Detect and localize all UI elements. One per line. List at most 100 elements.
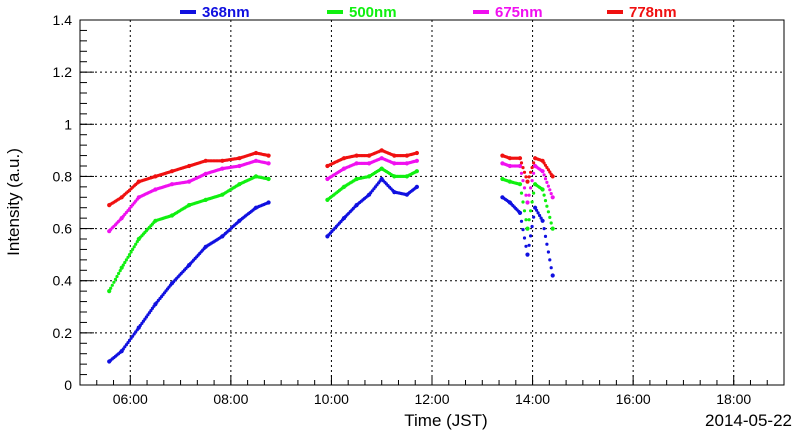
data-point — [266, 176, 271, 182]
data-point — [414, 158, 419, 163]
date-label: 2014-05-22 — [705, 411, 792, 430]
series-trace-dot — [113, 277, 118, 281]
series-trace-dot — [123, 260, 127, 265]
series-trace-dot — [522, 170, 527, 174]
x-tick-label: 12:00 — [414, 391, 449, 407]
legend-label: 500nm — [349, 4, 397, 21]
data-point — [533, 205, 538, 210]
series-trace-dot — [542, 173, 546, 177]
y-tick-label: 0 — [64, 377, 72, 393]
series-500nm — [107, 166, 555, 294]
series-trace-dot — [527, 218, 531, 222]
series-trace-dot — [127, 253, 132, 257]
series-trace-dot — [548, 258, 552, 262]
y-tick-label: 1.4 — [53, 12, 73, 28]
series-trace-dot — [530, 224, 534, 229]
series-trace-dot — [538, 213, 542, 218]
series-trace-dot — [545, 242, 549, 246]
series-trace-dot — [543, 177, 548, 181]
data-point — [414, 169, 419, 174]
series-trace-dot — [529, 234, 533, 238]
y-tick-label: 1.2 — [53, 64, 73, 80]
y-tick-label: 0.4 — [53, 273, 73, 289]
series-trace-dot — [548, 215, 552, 219]
series-trace-dot — [519, 219, 524, 223]
series-trace-dot — [549, 221, 553, 225]
x-tick-label: 06:00 — [113, 391, 148, 407]
series-trace-dot — [524, 244, 528, 248]
data-point — [517, 156, 523, 161]
data-point — [266, 153, 271, 158]
data-point — [414, 184, 419, 189]
data-point — [107, 289, 112, 294]
series-trace-dot — [124, 258, 128, 262]
x-tick-label: 10:00 — [314, 391, 349, 407]
series-trace-dot — [542, 161, 546, 165]
data-point — [550, 226, 555, 231]
series-trace-dot — [543, 234, 548, 238]
series-trace-dot — [132, 245, 136, 249]
series-trace-dot — [522, 236, 527, 240]
series-trace-dot — [521, 228, 525, 232]
series-trace-dot — [532, 215, 536, 219]
x-tick-labels: 06:00 08:00 10:00 12:00 14:00 16:00 18:00 — [113, 391, 752, 407]
series-trace-dot — [546, 184, 551, 188]
series-trace-dot — [522, 186, 527, 190]
data-point — [540, 218, 545, 223]
series-675nm — [107, 156, 555, 234]
series-trace-dot — [532, 191, 536, 195]
series-trace-dot — [524, 218, 528, 222]
y-tick-labels: 0 0.2 0.4 0.6 0.8 1 1.2 1.4 — [53, 12, 73, 393]
data-point — [525, 252, 530, 257]
series-trace-dot — [129, 250, 133, 254]
series-trace-dot — [529, 209, 533, 213]
series-trace-dot — [519, 171, 524, 175]
data-point — [266, 200, 271, 205]
series-trace-dot — [521, 200, 525, 204]
series-trace-dot — [542, 193, 546, 197]
legend-label: 675nm — [495, 4, 543, 21]
series-368nm — [107, 176, 555, 364]
series-trace-dot — [121, 263, 125, 267]
series-trace-dot — [546, 210, 551, 214]
y-tick-label: 0.6 — [53, 221, 73, 237]
data-point — [540, 169, 545, 174]
series-trace-dot — [115, 274, 119, 279]
data-point — [517, 163, 523, 169]
series-trace-dot — [524, 175, 528, 179]
series-trace-dot — [532, 161, 536, 165]
series-trace-dot — [519, 161, 524, 165]
series-trace-dot — [545, 180, 549, 184]
series-trace-dot — [545, 204, 549, 208]
series-trace-dot — [527, 193, 531, 197]
series-trace-dot — [521, 166, 525, 170]
series-trace-dot — [535, 208, 539, 212]
data-point — [525, 200, 530, 205]
series-layer — [107, 148, 555, 364]
y-tick-label: 1 — [64, 116, 72, 132]
data-point — [517, 182, 523, 187]
series-trace-dot — [532, 171, 536, 175]
data-point — [550, 195, 555, 200]
axis-ticks — [79, 19, 785, 386]
data-point — [119, 265, 124, 270]
data-point — [414, 150, 419, 156]
data-point — [540, 187, 545, 192]
data-point — [550, 273, 555, 278]
series-778nm — [107, 148, 555, 208]
series-trace-dot — [522, 209, 527, 213]
y-tick-label: 0.2 — [53, 325, 73, 341]
legend-label: 368nm — [202, 4, 250, 21]
series-trace-dot — [524, 193, 528, 197]
data-point — [525, 226, 530, 231]
series-trace-dot — [118, 269, 122, 273]
legend-label: 778nm — [629, 4, 677, 21]
series-trace-dot — [110, 283, 114, 287]
y-tick-label: 0.8 — [53, 168, 73, 184]
x-tick-label: 08:00 — [213, 391, 248, 407]
series-trace-dot — [530, 179, 534, 183]
x-axis-title: Time (JST) — [404, 411, 487, 430]
series-trace-dot — [131, 247, 135, 251]
series-trace-dot — [112, 280, 116, 284]
